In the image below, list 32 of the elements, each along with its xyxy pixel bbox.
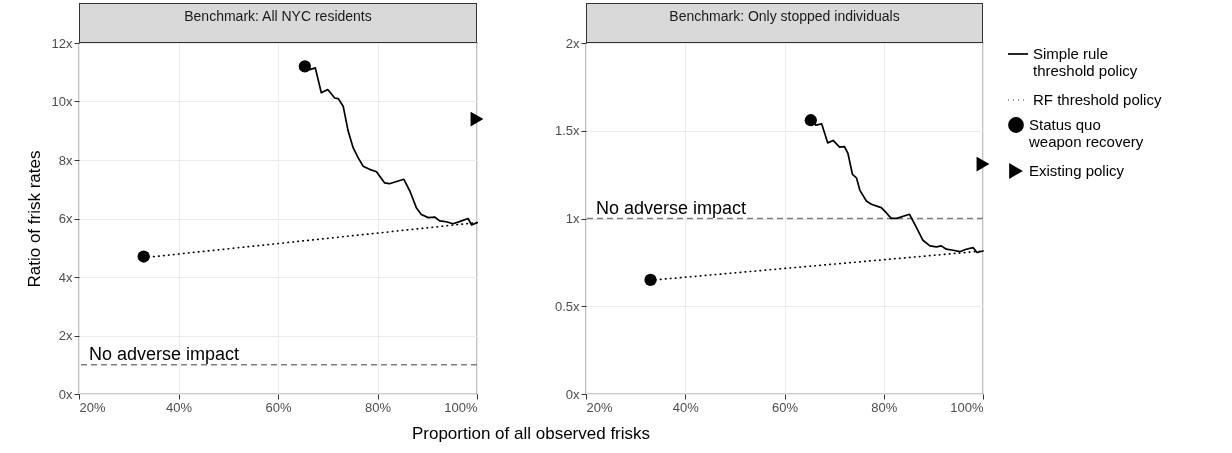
- y-tick-label: 4x: [58, 269, 73, 285]
- y-tick-label: 2x: [58, 328, 73, 343]
- x-tick-label: 100%: [444, 399, 478, 415]
- ref-line-label: No adverse impact: [89, 343, 240, 364]
- x-axis-title: Proportion of all observed frisks: [410, 424, 652, 444]
- x-tick-label: 60%: [265, 399, 292, 415]
- x-tick-label: 60%: [771, 399, 799, 415]
- y-tick-label: 0.5x: [554, 298, 580, 314]
- chart-title: Benchmark: Only stopped individuals: [669, 8, 900, 24]
- x-tick-label: 20%: [586, 399, 613, 415]
- x-tick-label: 40%: [165, 399, 193, 415]
- x-tick-label: 100%: [950, 399, 984, 415]
- y-tick-label: 1.5x: [554, 123, 580, 139]
- legend-label: Simple rule threshold policy: [1033, 45, 1138, 79]
- y-tick-label: 12x: [51, 35, 73, 51]
- y-tick-label: 6x: [58, 211, 73, 226]
- ref-line-label: No adverse impact: [596, 197, 747, 218]
- y-tick-label: 8x: [58, 152, 73, 168]
- x-tick-label: 20%: [79, 399, 106, 415]
- y-tick-label: 0x: [565, 386, 580, 402]
- x-tick-label: 40%: [672, 399, 700, 415]
- legend-label: Existing policy: [1029, 162, 1125, 179]
- x-tick-label: 80%: [364, 399, 392, 415]
- y-tick-label: 0x: [58, 386, 73, 402]
- y-tick-label: 2x: [565, 35, 580, 51]
- legend-label: RF threshold policy: [1033, 91, 1162, 108]
- y-tick-label: 1x: [565, 211, 580, 226]
- x-tick-label: 80%: [871, 399, 898, 415]
- legend-label: Status quo weapon recovery: [1028, 116, 1144, 150]
- y-axis-title: Ratio of frisk rates: [24, 150, 44, 288]
- chart-title: Benchmark: All NYC residents: [184, 8, 372, 24]
- y-tick-label: 10x: [51, 94, 73, 109]
